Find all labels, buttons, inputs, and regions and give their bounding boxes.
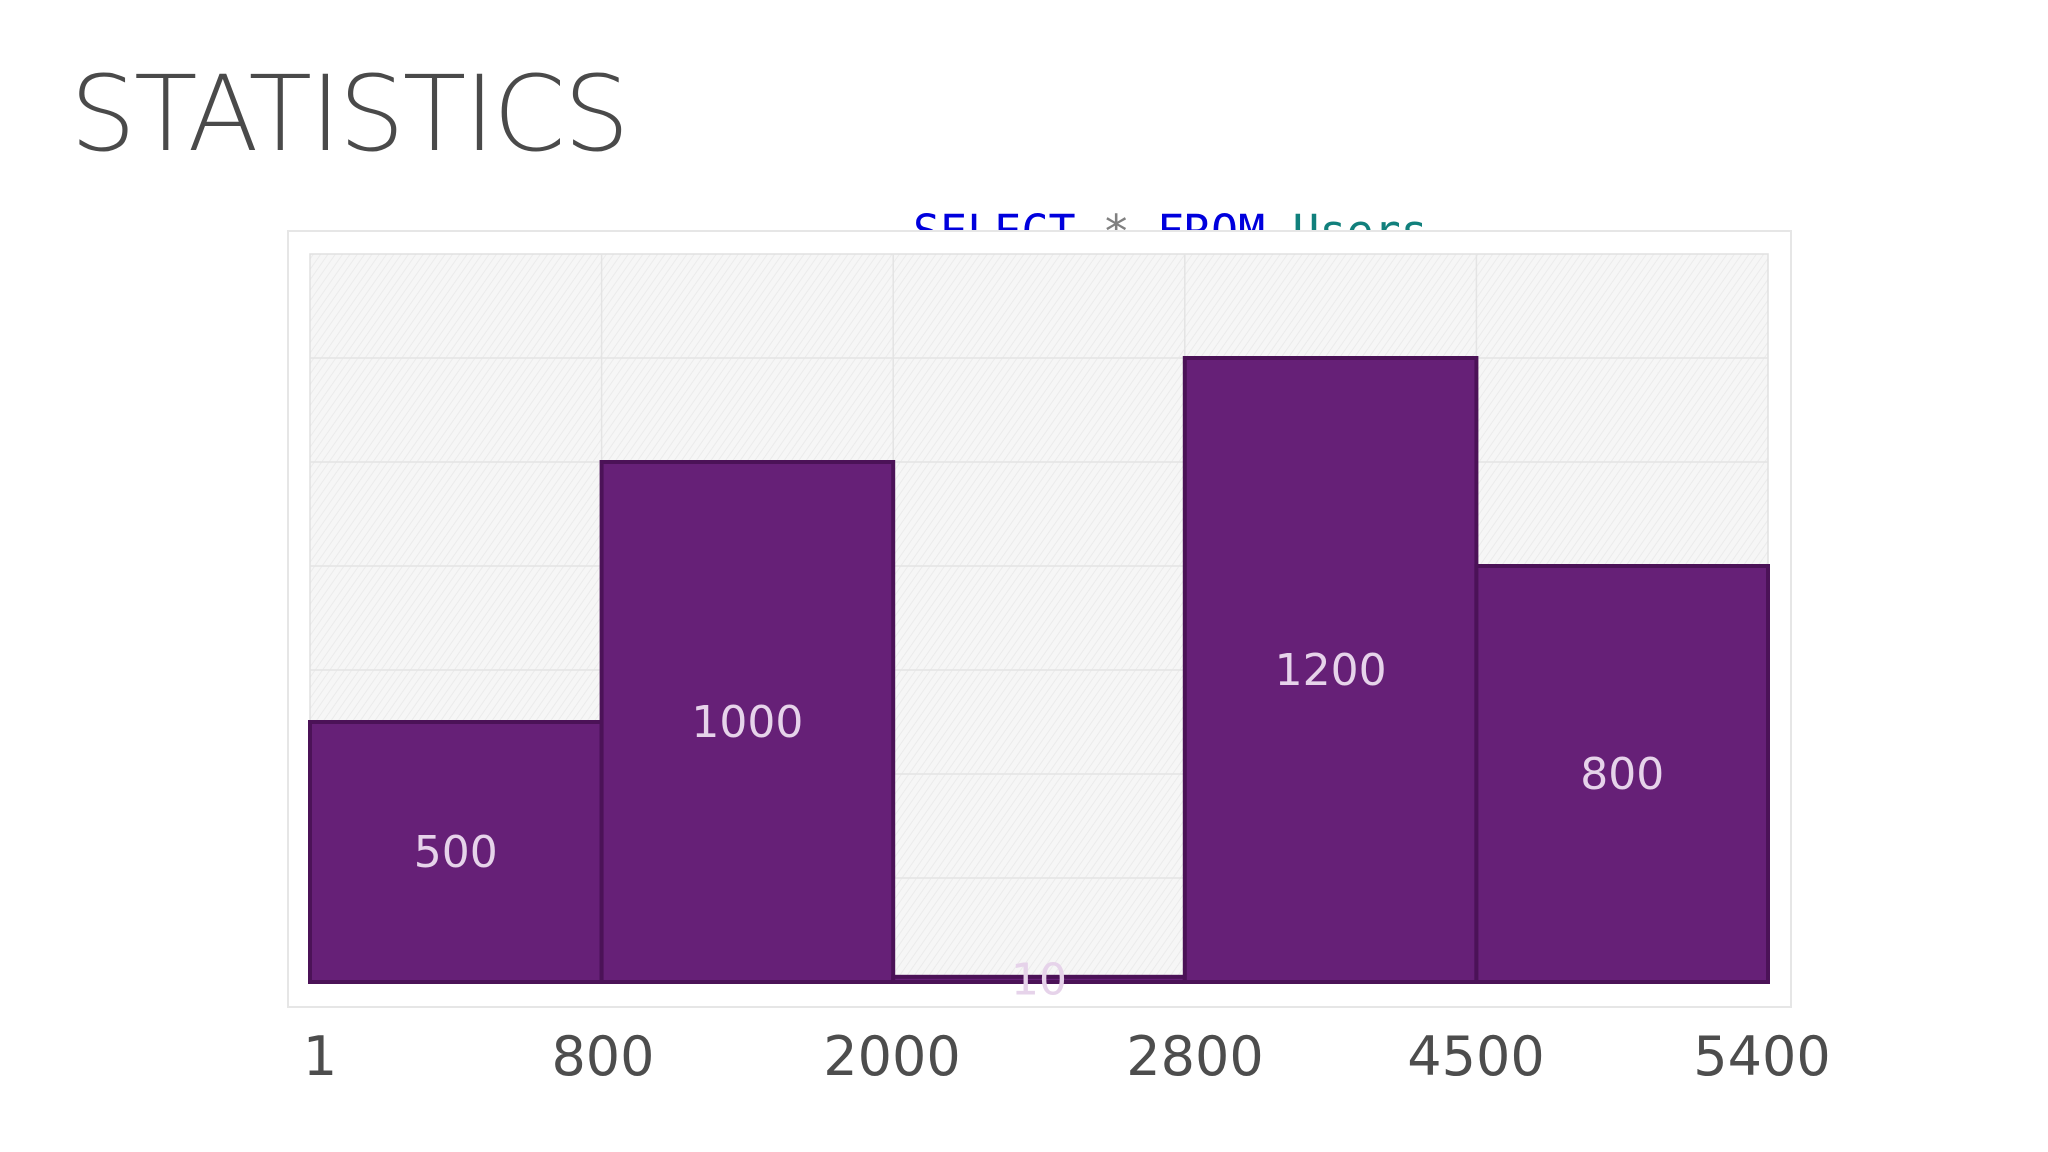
bar-value-label: 1000	[691, 697, 803, 748]
histogram-bar	[1474, 564, 1771, 984]
histogram-bar	[599, 460, 896, 984]
bar-value-label: 500	[414, 827, 498, 878]
histogram-bar	[308, 720, 604, 984]
x-tick-labels: 1 800 2000 2800 4500 5400	[303, 1025, 1831, 1088]
bar-value-label: 800	[1580, 749, 1664, 800]
bars	[308, 356, 1771, 984]
slide-title: STATISTICS	[70, 53, 630, 175]
histogram-bar	[1182, 356, 1479, 984]
x-tick-label: 5400	[1693, 1025, 1830, 1088]
bar-value-label: 10	[1011, 954, 1067, 1005]
x-tick-label: 2800	[1126, 1025, 1263, 1088]
x-tick-label: 1	[303, 1025, 337, 1088]
bar-value-label: 1200	[1275, 645, 1387, 696]
bar-labels: 500 1000 10 1200 800	[414, 645, 1664, 1005]
x-tick-label: 2000	[823, 1025, 960, 1088]
x-tick-label: 800	[551, 1025, 654, 1088]
x-tick-label: 4500	[1407, 1025, 1544, 1088]
